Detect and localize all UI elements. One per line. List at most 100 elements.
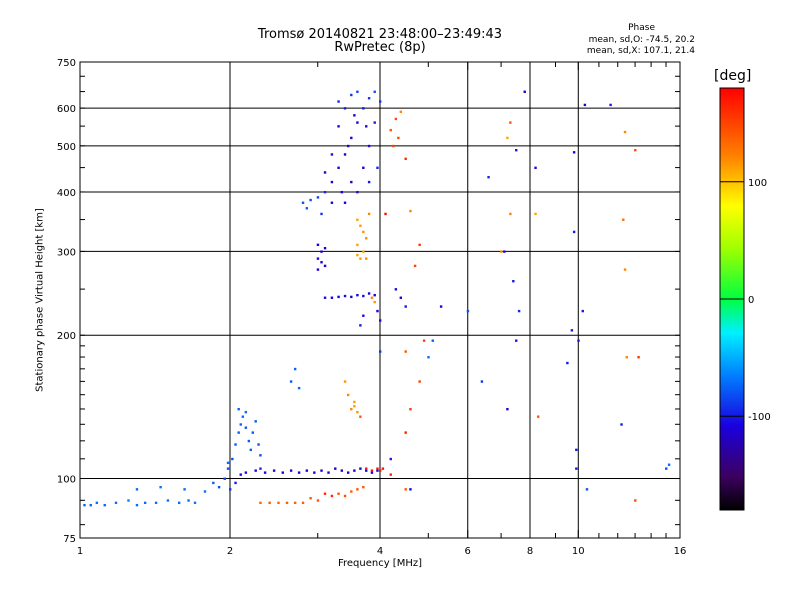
y-tick-label: 300 <box>57 247 76 258</box>
data-point <box>367 212 371 216</box>
data-point <box>365 469 368 472</box>
data-point <box>187 499 190 502</box>
data-point <box>389 128 392 132</box>
data-point <box>362 107 365 110</box>
data-point <box>362 250 365 253</box>
y-tick-label: 75 <box>63 534 76 545</box>
data-point <box>667 463 671 466</box>
data-point <box>583 103 587 107</box>
data-point <box>343 201 347 204</box>
y-tick-label: 750 <box>57 58 76 69</box>
data-point <box>350 180 353 184</box>
data-point <box>392 144 395 148</box>
colorbar-tick-label: 0 <box>748 295 754 306</box>
data-point <box>394 117 398 121</box>
data-point <box>356 410 359 414</box>
data-point <box>330 201 334 204</box>
data-point <box>404 488 407 491</box>
data-point <box>356 90 359 93</box>
data-point <box>320 261 323 264</box>
data-point <box>634 148 637 152</box>
data-point <box>143 501 147 505</box>
data-point <box>373 300 376 304</box>
data-point <box>365 467 368 470</box>
data-point <box>239 473 242 476</box>
data-point <box>285 501 289 505</box>
data-point <box>154 501 158 505</box>
data-point <box>362 485 365 489</box>
data-point <box>506 136 509 140</box>
data-point <box>365 237 368 240</box>
data-point <box>330 153 334 156</box>
data-point <box>365 257 368 260</box>
data-point <box>356 253 359 257</box>
data-point <box>634 499 637 502</box>
data-point <box>337 166 340 169</box>
data-point <box>356 488 359 491</box>
data-point <box>353 469 356 472</box>
data-point <box>350 93 353 97</box>
data-point <box>320 212 323 216</box>
data-point <box>350 136 353 140</box>
data-point <box>301 201 305 204</box>
data-point <box>379 350 382 353</box>
data-point <box>356 243 359 247</box>
data-point <box>330 180 334 184</box>
data-point <box>373 90 376 93</box>
data-point <box>316 499 320 502</box>
x-tick-label: 8 <box>527 546 533 557</box>
data-point <box>577 339 580 342</box>
data-point <box>89 503 92 507</box>
data-point <box>127 499 130 502</box>
data-point <box>327 471 330 474</box>
data-point <box>343 153 347 156</box>
data-point <box>620 423 623 426</box>
data-point <box>353 400 356 404</box>
data-point <box>293 367 297 371</box>
data-point <box>346 471 350 474</box>
data-point <box>422 339 426 342</box>
data-point <box>534 212 537 216</box>
data-point <box>231 457 234 461</box>
data-point <box>389 457 392 461</box>
data-point <box>356 121 359 124</box>
data-point <box>536 415 540 418</box>
data-point <box>367 292 371 295</box>
data-point <box>665 467 668 470</box>
data-point <box>346 393 350 397</box>
data-point <box>272 469 276 472</box>
data-point <box>166 499 170 502</box>
data-point <box>309 198 312 202</box>
data-point <box>517 309 521 313</box>
data-point <box>277 501 280 505</box>
data-point <box>404 350 407 353</box>
data-point <box>337 100 340 103</box>
data-point <box>379 100 382 103</box>
data-point <box>566 361 569 365</box>
data-point <box>343 380 347 383</box>
data-point <box>622 218 625 221</box>
y-tick-label: 600 <box>57 104 76 115</box>
x-tick-label: 1 <box>77 546 83 557</box>
data-point <box>373 121 376 124</box>
chart-title: Tromsø 20140821 23:48:00–23:49:43 <box>257 27 503 42</box>
data-point <box>572 230 576 234</box>
data-point <box>268 501 271 505</box>
data-point <box>397 136 400 140</box>
data-point <box>135 488 139 491</box>
data-point <box>234 443 237 446</box>
data-point <box>431 339 434 342</box>
data-point <box>323 296 327 299</box>
data-point <box>330 494 334 498</box>
data-point <box>203 490 207 493</box>
data-point <box>323 264 327 268</box>
data-point <box>340 469 344 472</box>
data-point <box>334 467 337 470</box>
data-point <box>337 492 340 495</box>
data-point <box>350 407 353 411</box>
data-point <box>509 121 512 124</box>
data-point <box>359 257 362 260</box>
data-point <box>259 454 262 457</box>
data-point <box>370 471 374 474</box>
data-point <box>316 196 320 199</box>
